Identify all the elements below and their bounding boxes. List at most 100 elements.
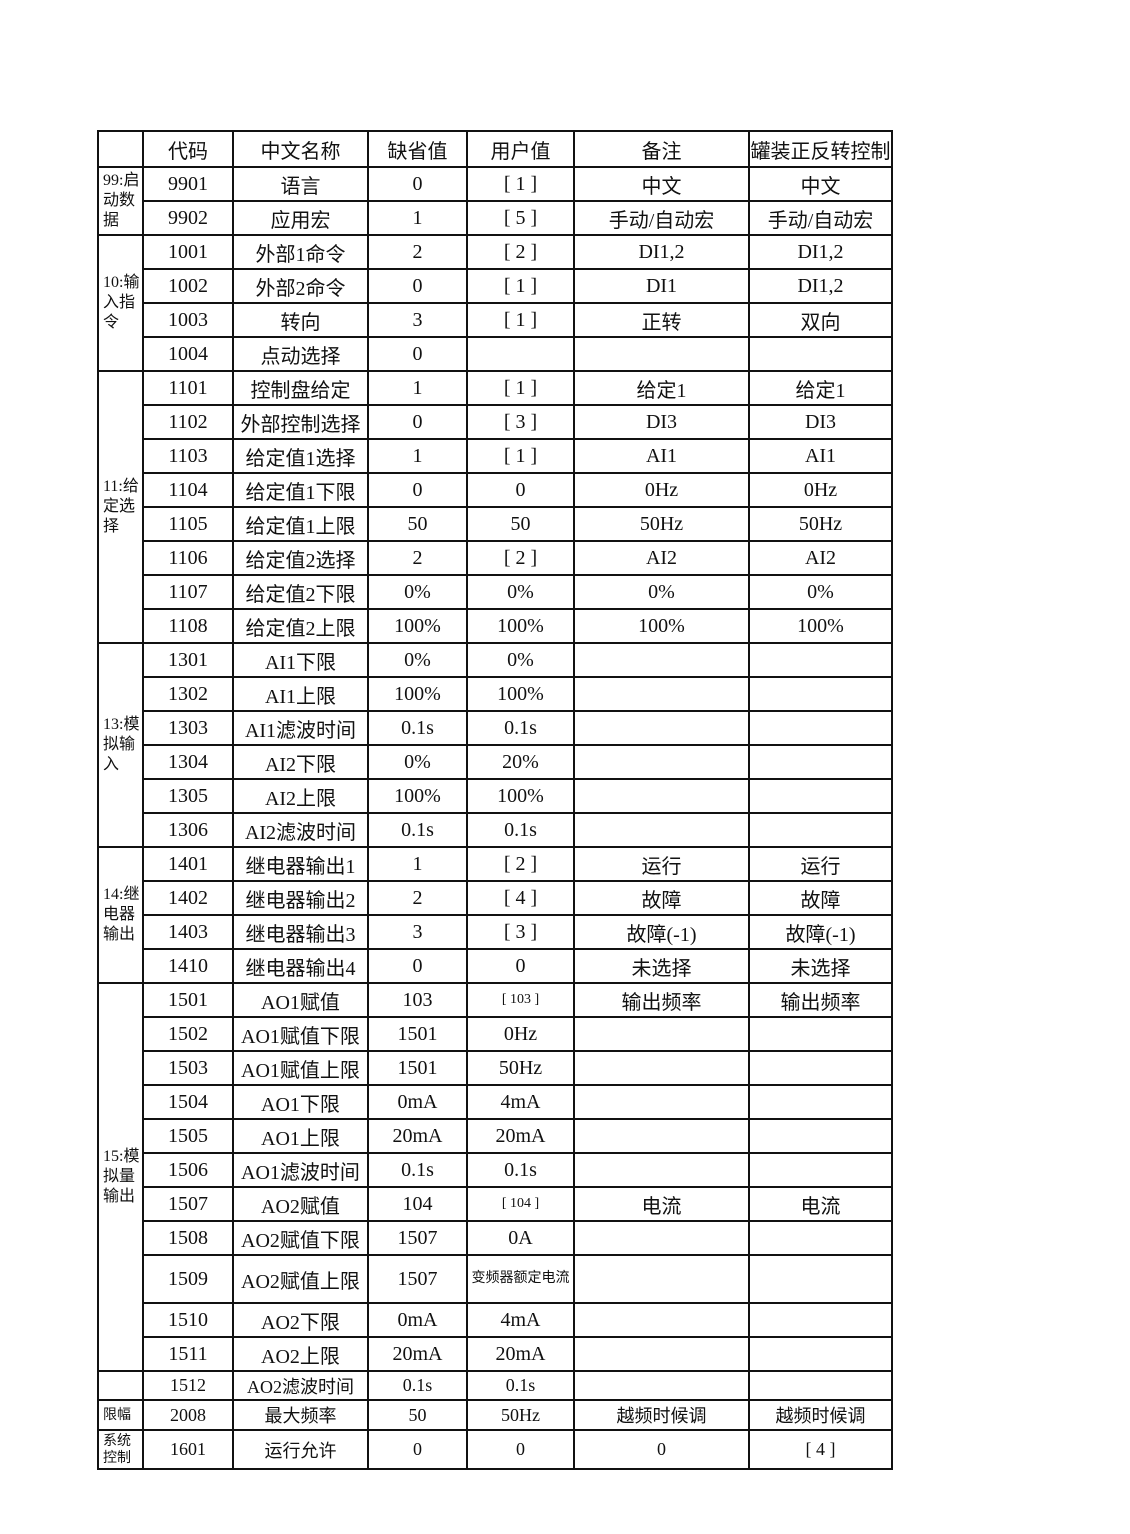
cell-name: AI1上限 [232, 676, 369, 712]
cell-tank-control [748, 1370, 893, 1401]
cell-default: 0 [367, 472, 468, 508]
header-row: 代码 中文名称 缺省值 用户值 备注 罐装正反转控制 [97, 130, 893, 168]
cell-tank-control: 双向 [748, 302, 893, 338]
cell-code: 1102 [142, 404, 234, 440]
cell-user: 4mA [466, 1302, 575, 1338]
cell-user: 20% [466, 744, 575, 780]
cell-tank-control: DI1,2 [748, 268, 893, 304]
cell-name: AO1上限 [232, 1118, 369, 1154]
cell-note [573, 812, 750, 848]
table-row: 15:模拟量输出 1501 AO1赋值 103[ 103 ] 输出频率 输出频率 [97, 982, 893, 1372]
table-row: 11:给定选择 1101 控制盘给定 1[ 1 ] 给定1 给定1 [97, 370, 893, 644]
cell-user: [ 104 ] [466, 1186, 575, 1222]
header-user: 用户值 [466, 130, 575, 168]
table-row: 1105 给定值1上限 50 50 50Hz 50Hz [98, 506, 893, 542]
cell-default: 0.1s [367, 710, 468, 746]
cell-name: 外部2命令 [232, 268, 369, 304]
cell-user: 0Hz [466, 1016, 575, 1052]
cell-default: 2 [367, 234, 468, 270]
cell-name: AO2上限 [232, 1336, 369, 1372]
table-row: 限幅 2008 最大频率 50 50Hz 越频时候调 越频时候调 [97, 1399, 893, 1431]
cell-user: 0A [466, 1220, 575, 1256]
table-row: 1106 给定值2选择 2[ 2 ] AI2 AI2 [98, 540, 893, 576]
cell-code: 2008 [142, 1399, 234, 1431]
cell-user: 0.1s [466, 1370, 575, 1401]
cell-user: [ 1 ] [466, 370, 575, 406]
cell-code: 1403 [142, 914, 234, 950]
cell-name: 继电器输出4 [232, 948, 369, 984]
table-row: 1508 AO2赋值下限 1507 0A [98, 1220, 893, 1256]
cell-tank-control: 运行 [748, 846, 893, 882]
cell-code: 9901 [142, 166, 234, 202]
cell-tank-control: 越频时候调 [748, 1399, 893, 1431]
table-row: 13:模拟输入 1301 AI1下限 0% 0% [97, 642, 893, 848]
cell-default: 1 [367, 370, 468, 406]
cell-name: AO2赋值下限 [232, 1220, 369, 1256]
table-row: 1305 AI2上限 100% 100% [98, 778, 893, 814]
table-row: 99:启动数据 9901 语言 0[ 1 ] 中文 中文 [97, 166, 893, 236]
cell-user: [ 1 ] [466, 302, 575, 338]
cell-user: [ 4 ] [466, 880, 575, 916]
cell-default: 1 [367, 200, 468, 236]
cell-tank-control [748, 1302, 893, 1338]
cell-note: DI3 [573, 404, 750, 440]
table-row: 1507 AO2赋值 104[ 104 ] 电流 电流 [98, 1186, 893, 1222]
cell-user: [ 2 ] [466, 540, 575, 576]
table-row: 1003 转向 3[ 1 ] 正转 双向 [98, 302, 893, 338]
cell-note: 故障(-1) [573, 914, 750, 950]
table-row: 1104 给定值1下限 0 0 0Hz 0Hz [98, 472, 893, 508]
cell-name: AI1下限 [232, 642, 369, 678]
cell-user: [ 1 ] [466, 268, 575, 304]
cell-tank-control: 电流 [748, 1186, 893, 1222]
cell-default: 0 [367, 948, 468, 984]
cell-tank-control [748, 336, 893, 372]
cell-note [573, 710, 750, 746]
cell-note: 0% [573, 574, 750, 610]
cell-user: 20mA [466, 1118, 575, 1154]
cell-user: [ 5 ] [466, 200, 575, 236]
cell-user: 100% [466, 676, 575, 712]
cell-default: 0.1s [367, 1152, 468, 1188]
cell-code: 1508 [142, 1220, 234, 1256]
cell-code: 1101 [142, 370, 234, 406]
cell-note [573, 336, 750, 372]
table-row: 1509 AO2赋值上限 1507 变频器额定电流 [98, 1254, 893, 1304]
table-row: 1504 AO1下限 0mA 4mA [98, 1084, 893, 1120]
cell-name: AO2赋值 [232, 1186, 369, 1222]
cell-code: 1502 [142, 1016, 234, 1052]
cell-user: 100% [466, 778, 575, 814]
table-row: 1107 给定值2下限 0% 0% 0% 0% [98, 574, 893, 610]
group-label: 14:继电器输出 [97, 846, 144, 984]
cell-code: 1301 [142, 642, 234, 678]
cell-tank-control [748, 676, 893, 712]
table-row: 1512 AO2滤波时间 0.1s 0.1s [97, 1370, 893, 1401]
cell-name: 继电器输出3 [232, 914, 369, 950]
cell-code: 1103 [142, 438, 234, 474]
cell-note: 50Hz [573, 506, 750, 542]
cell-code: 1107 [142, 574, 234, 610]
cell-user: 0.1s [466, 1152, 575, 1188]
cell-code: 1306 [142, 812, 234, 848]
cell-code: 1001 [142, 234, 234, 270]
cell-note: AI2 [573, 540, 750, 576]
cell-note [573, 1016, 750, 1052]
cell-tank-control: 0Hz [748, 472, 893, 508]
cell-default: 104 [367, 1186, 468, 1222]
cell-name: AO2赋值上限 [232, 1254, 369, 1304]
cell-user: [ 2 ] [466, 846, 575, 882]
cell-code: 1108 [142, 608, 234, 644]
cell-code: 1002 [142, 268, 234, 304]
cell-user: [ 3 ] [466, 914, 575, 950]
cell-tank-control: [ 4 ] [748, 1429, 893, 1470]
table-row: 9902 应用宏 1[ 5 ] 手动/自动宏 手动/自动宏 [98, 200, 893, 236]
cell-code: 1303 [142, 710, 234, 746]
cell-default: 100% [367, 676, 468, 712]
cell-note: DI1 [573, 268, 750, 304]
cell-user: 0.1s [466, 710, 575, 746]
cell-default: 100% [367, 778, 468, 814]
cell-tank-control: 100% [748, 608, 893, 644]
cell-user: 变频器额定电流 [466, 1254, 575, 1304]
cell-name: AO1赋值上限 [232, 1050, 369, 1086]
cell-tank-control [748, 744, 893, 780]
cell-user [466, 336, 575, 372]
